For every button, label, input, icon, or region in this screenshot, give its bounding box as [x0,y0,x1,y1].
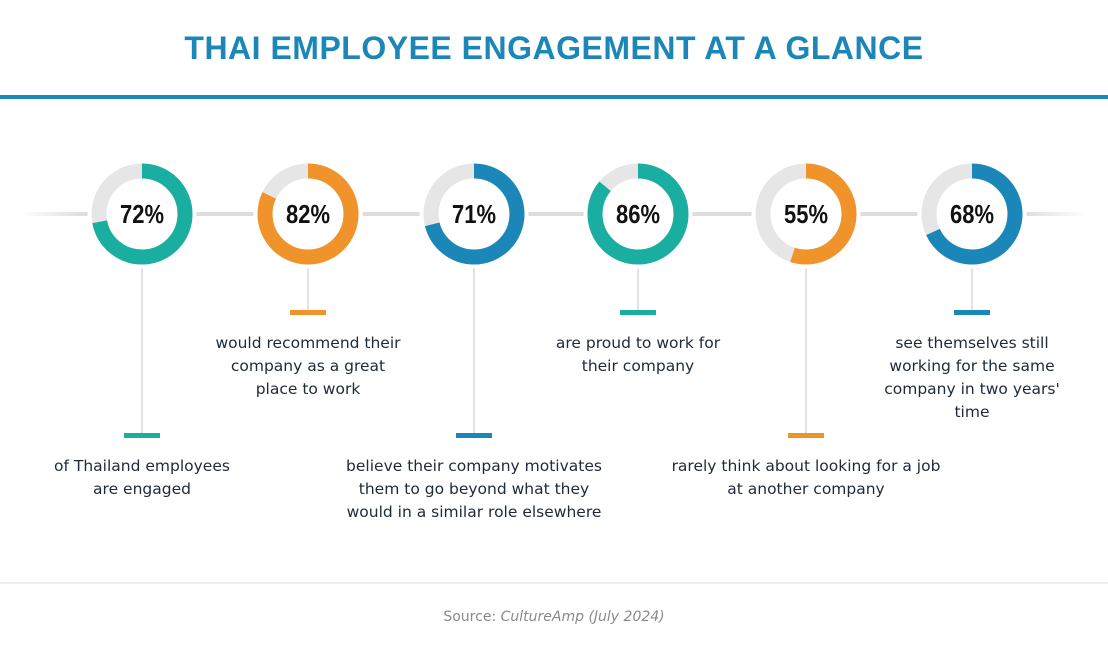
title-underline [0,95,1108,99]
stem-marker [124,433,160,438]
donut-charts: 72% 82% 71% 86% 55% 68% [91,163,1023,438]
donut-arc [587,163,689,265]
donut-value-label: 72% [120,199,164,229]
donut-value-label: 82% [286,199,330,229]
source-name: CultureAmp (July 2024) [500,609,665,625]
donut-arc [755,163,857,265]
footer-divider [0,582,1108,584]
stem-marker [788,433,824,438]
source-note: Source: CultureAmp (July 2024) [0,609,1108,625]
donut-value-label: 86% [616,199,660,229]
stem-marker [456,433,492,438]
donut-arc [921,163,1023,265]
stat-description: rarely think about looking for a job at … [671,457,941,498]
source-prefix: Source: [443,609,501,625]
stem-marker [620,310,656,315]
stat-description: see themselves still working for the sam… [884,334,1060,421]
donut-arc [257,163,359,265]
donut-arc [91,163,193,265]
page-title: THAI EMPLOYEE ENGAGEMENT AT A GLANCE [184,30,924,66]
stem-marker [954,310,990,315]
stat-description: believe their company motivates them to … [346,457,602,521]
donut-value-label: 71% [452,199,496,229]
stat-description: of Thailand employees are engaged [54,457,230,498]
stat-description: are proud to work for their company [555,334,721,375]
stat-description: would recommend their company as a great… [215,334,401,398]
stem-marker [290,310,326,315]
timeline-axis [20,212,1088,216]
donut-value-label: 55% [784,199,828,229]
donut-arc [423,163,525,265]
donut-value-label: 68% [950,199,994,229]
